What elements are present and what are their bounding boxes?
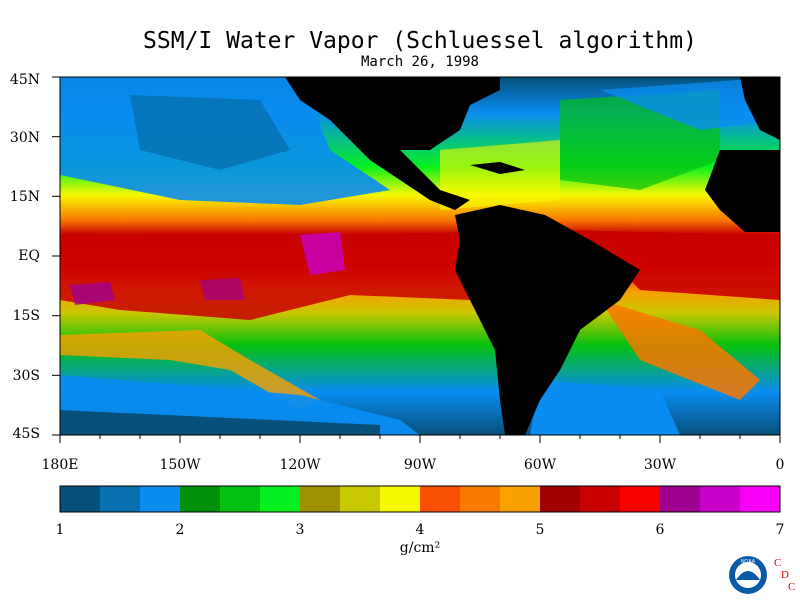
colorbar-swatch (540, 486, 580, 512)
svg-text:NOAA: NOAA (741, 559, 756, 565)
colorbar-swatch (180, 486, 220, 512)
colorbar-swatch (380, 486, 420, 512)
lon-label: 90W (403, 457, 437, 473)
lon-label: 120W (279, 457, 321, 473)
lat-label: 30N (9, 130, 40, 146)
lat-label: 45N (9, 72, 40, 88)
colorbar-swatch (60, 486, 100, 512)
colorbar-swatch (620, 486, 660, 512)
colorbar-swatch (140, 486, 180, 512)
lon-label: 60W (523, 457, 557, 473)
svg-text:D: D (781, 569, 789, 581)
colorbar-swatch (500, 486, 540, 512)
colorbar-tick-label: 4 (415, 522, 425, 538)
colorbar-tick-label: 2 (175, 522, 185, 538)
colorbar-swatch (700, 486, 740, 512)
lat-label: 15S (12, 308, 40, 324)
colorbar-swatch (260, 486, 300, 512)
lat-label: 30S (12, 368, 40, 384)
lat-label: EQ (18, 248, 40, 264)
lat-label: 45S (12, 426, 40, 442)
svg-text:C: C (788, 581, 795, 593)
colorbar-tick-label: 6 (655, 522, 665, 538)
map-date: March 26, 1998 (360, 54, 479, 70)
colorbar-swatch (220, 486, 260, 512)
colorbar-tick-label: 7 (775, 522, 785, 538)
colorbar-tick-label: 1 (55, 522, 65, 538)
colorbar-tick-label: 5 (535, 522, 545, 538)
svg-text:C: C (774, 557, 781, 569)
colorbar-swatch (300, 486, 340, 512)
land-masses (285, 77, 780, 435)
colorbar-swatch (340, 486, 380, 512)
colorbar-units: g/cm² (399, 540, 441, 556)
colorbar-swatch (420, 486, 460, 512)
colorbar (59, 485, 781, 513)
map-title: SSM/I Water Vapor (Schluessel algorithm) (143, 28, 697, 54)
water-vapor-field (60, 77, 780, 435)
lat-label: 15N (9, 189, 40, 205)
colorbar-swatch (460, 486, 500, 512)
colorbar-swatch (740, 486, 780, 512)
lon-label: 0 (775, 457, 785, 473)
axis-ticks (52, 76, 781, 443)
colorbar-swatch (660, 486, 700, 512)
colorbar-tick-label: 3 (295, 522, 305, 538)
colorbar-swatch (100, 486, 140, 512)
lon-label: 150W (159, 457, 201, 473)
colorbar-swatch (580, 486, 620, 512)
lon-label: 180E (41, 457, 79, 473)
lon-label: 30W (643, 457, 677, 473)
noaa-cdc-logo: NOAA C D C (729, 556, 795, 594)
